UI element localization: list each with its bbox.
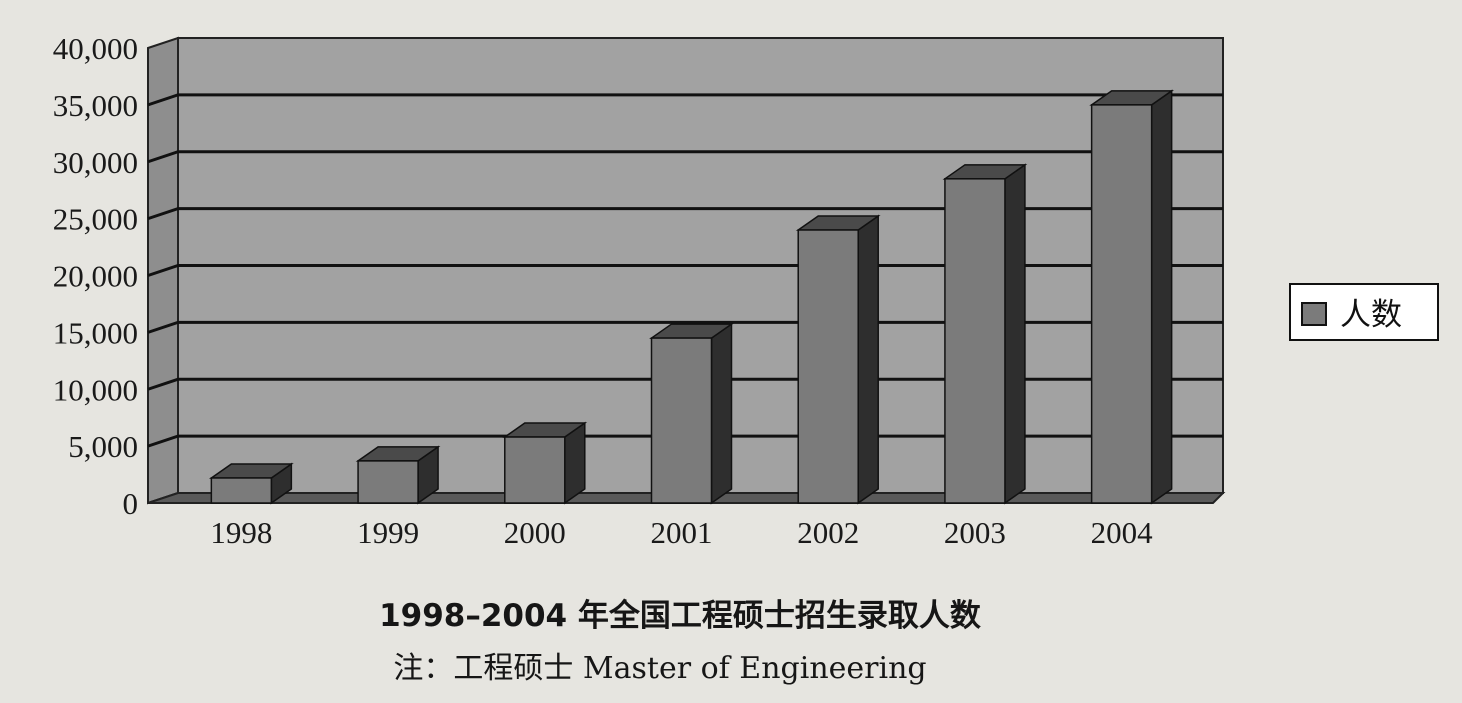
y-tick-label: 5,000	[68, 429, 138, 464]
bar-front	[944, 178, 1006, 504]
bar-front	[1090, 104, 1153, 504]
bar-front	[797, 229, 859, 504]
bar-side	[1004, 163, 1026, 505]
bar-front	[357, 460, 419, 504]
x-axis-labels: 1998 1999 2000 2001 2002 2003 2004	[210, 515, 1153, 550]
y-axis-ticks: 0 5,000 10,000 15,000 20,000 25,000 30,000 35,0…	[53, 31, 138, 521]
bar	[795, 214, 881, 505]
bars	[208, 89, 1175, 505]
y-tick-label: 10,000	[53, 372, 138, 407]
gridline	[147, 93, 1223, 107]
legend-swatch	[1301, 302, 1327, 326]
bar-side	[710, 322, 733, 505]
x-tick-label: 2003	[944, 515, 1006, 550]
bar-side	[857, 214, 879, 505]
y-tick-label: 20,000	[53, 259, 138, 294]
legend-label: 人数	[1340, 297, 1402, 333]
y-tick-label: 15,000	[53, 315, 138, 350]
gridline	[147, 207, 1223, 221]
x-tick-label: 2000	[504, 515, 566, 550]
x-tick-label: 1998	[210, 515, 272, 550]
x-tick-label: 1999	[357, 515, 419, 550]
bar	[1089, 89, 1175, 505]
bar-front	[650, 337, 713, 504]
y-tick-label: 25,000	[53, 202, 138, 237]
y-tick-label: 35,000	[53, 88, 138, 123]
bar	[355, 445, 441, 505]
x-tick-label: 2001	[651, 515, 713, 550]
legend: 人数	[1289, 283, 1439, 341]
x-tick-label: 2004	[1091, 515, 1154, 550]
gridline	[147, 150, 1223, 164]
y-tick-label: 0	[123, 486, 139, 521]
bar	[208, 462, 294, 505]
bar	[649, 322, 734, 505]
bar-side	[1150, 89, 1173, 505]
chart-note: 注：工程硕士 Master of Engineering	[393, 651, 927, 686]
y-tick-label: 30,000	[53, 145, 138, 180]
bar	[942, 163, 1028, 505]
chart-title: 1998–2004 年全国工程硕士招生录取人数	[379, 598, 981, 634]
x-tick-label: 2002	[797, 515, 859, 550]
bar-front	[504, 436, 566, 504]
bar	[502, 421, 588, 505]
bar-front	[210, 477, 273, 504]
y-tick-label: 40,000	[53, 31, 138, 66]
